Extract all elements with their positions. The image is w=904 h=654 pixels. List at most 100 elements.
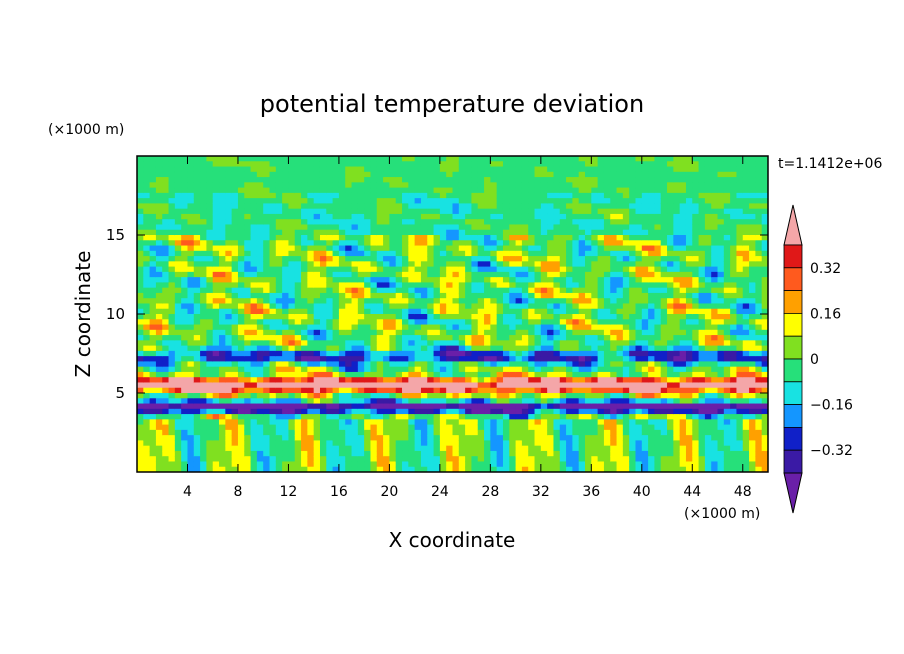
heatmap-cell [471,308,479,315]
heatmap-cell [269,424,277,431]
heatmap-cell [585,435,592,441]
heatmap-cell [332,440,340,447]
heatmap-cell [566,387,573,394]
heatmap-cell [225,319,233,326]
heatmap-cell [206,156,214,162]
heatmap-cell [566,192,573,199]
heatmap-cell [648,424,656,431]
heatmap-cell [376,245,384,252]
heatmap-cell [326,277,334,283]
heatmap-cell [414,224,422,231]
heatmap-cell [345,261,353,268]
heatmap-cell [237,366,245,373]
heatmap-cell [502,156,510,162]
heatmap-cell [174,408,182,415]
heatmap-cell [433,266,441,273]
heatmap-cell [641,166,649,173]
heatmap-cell [509,314,517,320]
heatmap-cell [162,192,170,199]
heatmap-cell [345,213,353,220]
heatmap-cell [439,240,447,247]
heatmap-cell [547,213,555,220]
heatmap-cell [566,456,573,463]
heatmap-cell [585,271,592,278]
heatmap-cell [515,424,523,431]
heatmap-cell [610,245,618,252]
heatmap-cell [174,340,182,347]
heatmap-cell [471,398,479,405]
heatmap-cell [351,266,359,273]
heatmap-cell [528,356,536,362]
heatmap-cell [496,177,504,183]
heatmap-cell [496,335,504,341]
heatmap-cell [275,245,283,252]
heatmap-cell [515,213,523,220]
heatmap-cell [616,240,624,247]
heatmap-cell [376,356,384,362]
heatmap-cell [566,403,573,410]
heatmap-cell [502,213,510,220]
heatmap-cell [357,329,365,336]
heatmap-cell [603,156,611,162]
heatmap-cell [502,371,510,378]
heatmap-cell [572,292,580,299]
heatmap-cell [389,235,397,241]
heatmap-cell [225,166,233,173]
heatmap-cell [383,393,390,399]
heatmap-cell [212,282,220,289]
heatmap-cell [250,361,258,368]
heatmap-cell [307,408,315,415]
heatmap-cell [338,335,346,341]
heatmap-cell [162,329,170,336]
heatmap-cell [641,377,649,384]
heatmap-cell [326,219,334,226]
heatmap-cell [439,340,447,347]
heatmap-cell [540,298,548,305]
heatmap-cell [395,324,403,331]
heatmap-cell [509,171,517,178]
heatmap-cell [219,366,226,373]
heatmap-cell [471,277,479,283]
heatmap-cell [496,277,504,283]
heatmap-cell [452,398,460,405]
heatmap-cell [629,203,637,210]
heatmap-cell [181,266,189,273]
heatmap-cell [597,324,605,331]
heatmap-cell [439,292,447,299]
heatmap-cell [521,377,529,384]
heatmap-cell [547,356,555,362]
heatmap-cell [181,466,189,472]
heatmap-cell [193,424,201,431]
heatmap-cell [357,419,365,426]
heatmap-cell [332,329,340,336]
heatmap-cell [162,466,170,472]
heatmap-cell [521,450,529,457]
heatmap-cell [143,456,151,463]
heatmap-cell [376,171,384,178]
heatmap-cell [648,419,656,426]
heatmap-cell [244,414,252,420]
heatmap-cell [635,429,643,436]
heatmap-cell [269,414,277,420]
heatmap-cell [635,229,643,236]
heatmap-cell [610,382,618,389]
heatmap-cell [149,361,157,368]
heatmap-cell [313,161,321,168]
heatmap-cell [484,361,491,368]
heatmap-cell [263,466,271,472]
heatmap-cell [301,329,308,336]
heatmap-cell [610,335,618,341]
heatmap-cell [237,229,245,236]
heatmap-cell [465,382,473,389]
heatmap-cell [244,240,252,247]
heatmap-cell [370,156,378,162]
heatmap-cell [162,340,170,347]
heatmap-cell [515,266,523,273]
heatmap-cell [452,456,460,463]
heatmap-cell [376,187,384,194]
heatmap-cell [458,466,466,472]
heatmap-cell [408,308,416,315]
heatmap-cell [332,292,340,299]
heatmap-cell [332,419,340,426]
heatmap-cell [231,287,239,294]
